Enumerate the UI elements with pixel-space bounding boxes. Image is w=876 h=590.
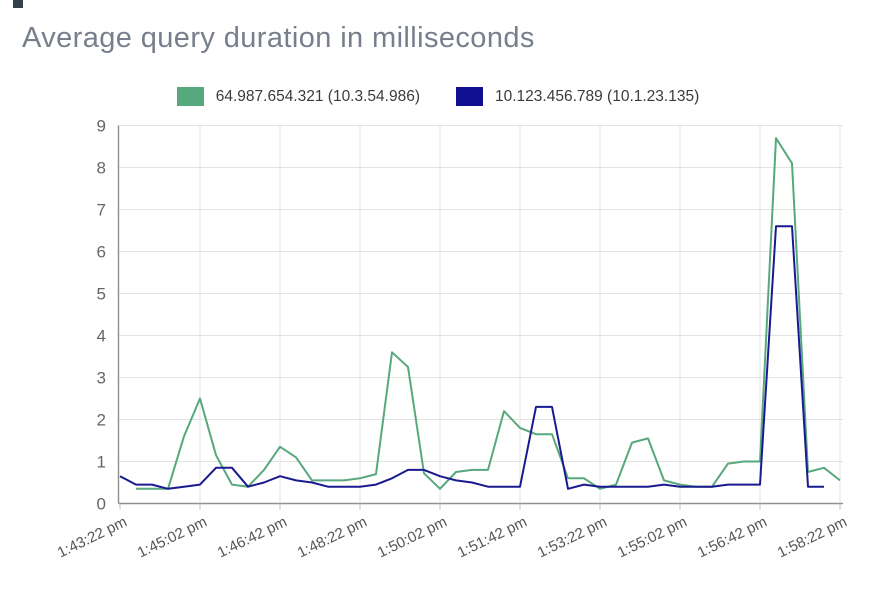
legend: 64.987.654.321 (10.3.54.986) 10.123.456.… [0,87,876,106]
y-axis-tick-label: 9 [97,117,106,136]
y-axis-tick-label: 3 [97,369,106,388]
legend-item-navy-series[interactable]: 10.123.456.789 (10.1.23.135) [456,87,699,106]
x-axis-tick-label: 1:53:22 pm [535,513,610,561]
legend-label: 10.123.456.789 (10.1.23.135) [495,87,700,105]
y-axis-tick-label: 1 [97,453,106,472]
chart-title: Average query duration in milliseconds [22,22,535,54]
legend-swatch-green [176,87,204,106]
legend-label: 64.987.654.321 (10.3.54.986) [215,87,420,105]
y-axis-tick-label: 4 [97,327,106,346]
y-axis-tick-label: 7 [97,201,106,220]
x-axis-tick-label: 1:51:42 pm [455,513,530,561]
y-axis-tick-label: 6 [97,243,106,262]
x-axis-tick-label: 1:48:22 pm [295,513,370,561]
y-axis-tick-label: 5 [97,285,106,304]
y-axis-tick-label: 8 [97,159,106,178]
x-axis-tick-label: 1:50:02 pm [375,513,450,561]
y-axis-tick-label: 2 [97,411,106,430]
series-line-green [136,137,841,490]
x-axis-tick-label: 1:45:02 pm [135,513,210,561]
y-axis-tick-label: 0 [97,495,106,514]
corner-artifact [13,0,23,8]
series-line-navy [119,225,824,490]
x-axis-tick-label: 1:55:02 pm [615,513,690,561]
x-axis-tick-label: 1:46:42 pm [215,513,290,561]
x-axis-tick-label: 1:43:22 pm [55,513,130,561]
x-axis-tick-label: 1:58:22 pm [775,513,850,561]
legend-swatch-navy [456,87,483,106]
legend-item-green-series[interactable]: 64.987.654.321 (10.3.54.986) [176,87,420,106]
x-axis-tick-label: 1:56:42 pm [695,513,770,561]
